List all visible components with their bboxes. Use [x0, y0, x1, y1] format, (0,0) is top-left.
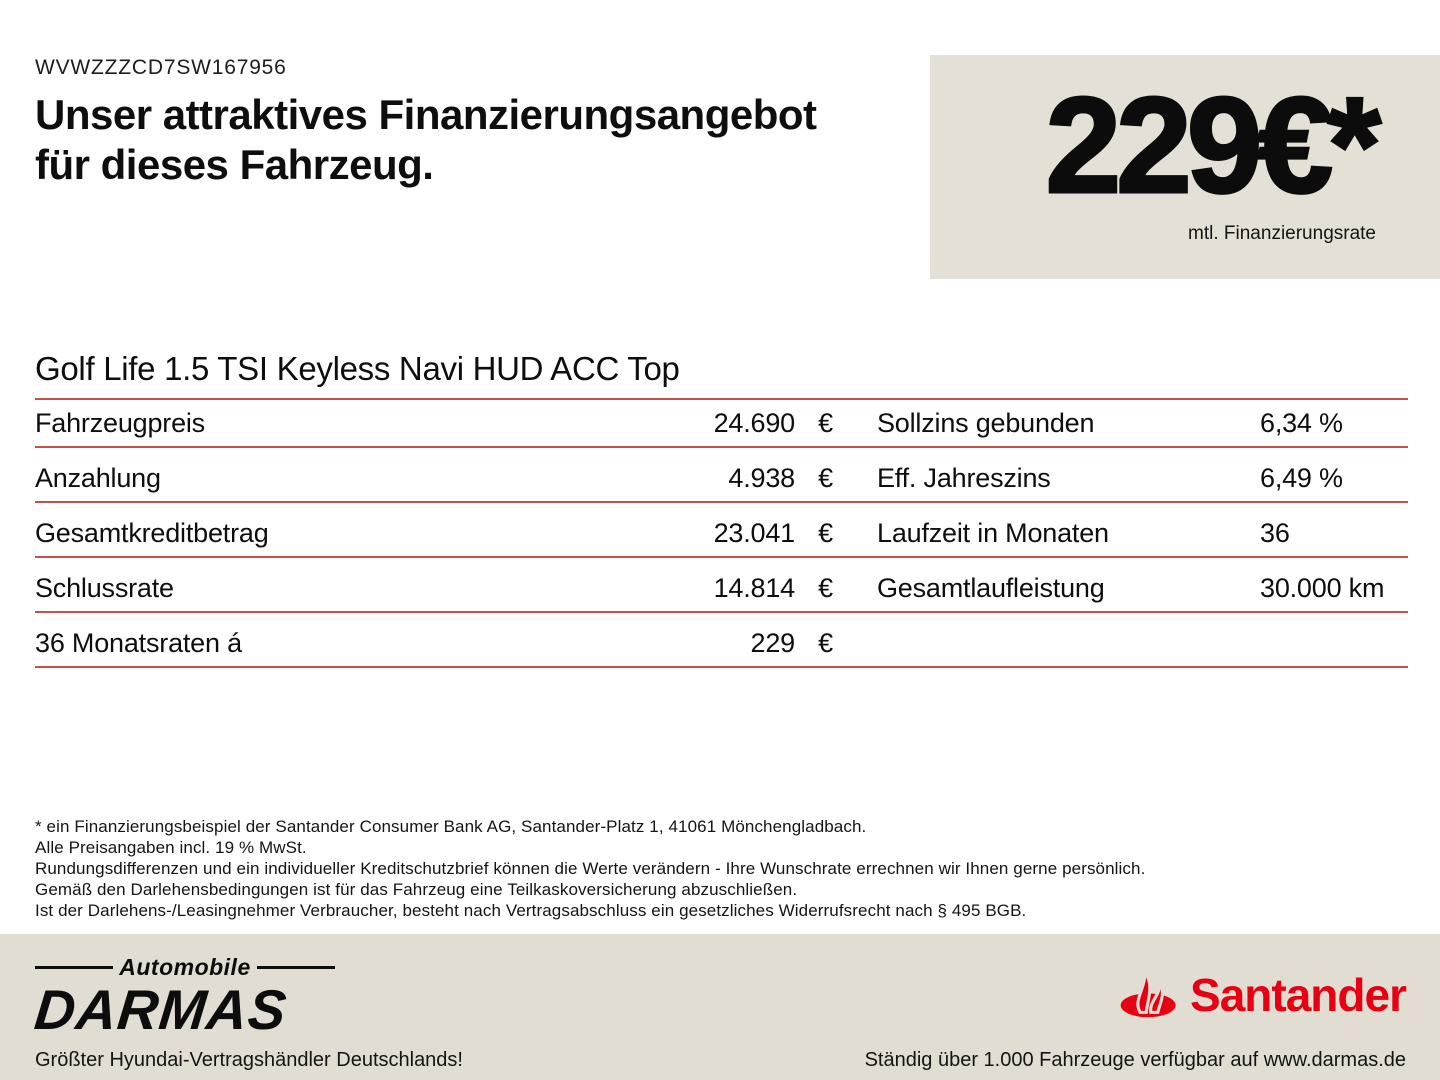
darmas-logo: Automobile DARMAS	[31, 954, 335, 1041]
finance-value: 23.041	[713, 518, 796, 548]
finance-value: 229	[750, 628, 796, 658]
finance-value: 6,34 %	[1260, 408, 1343, 438]
finance-label: Sollzins gebunden	[877, 408, 1095, 438]
finance-value: 14.814	[713, 573, 796, 603]
darmas-wordmark: DARMAS	[31, 978, 291, 1041]
darmas-script-label: Automobile	[119, 954, 251, 980]
santander-logo: Santander	[1118, 966, 1407, 1023]
santander-flame-icon	[1118, 966, 1180, 1023]
finance-label: Fahrzeugpreis	[35, 408, 205, 438]
darmas-rule-left	[35, 966, 114, 969]
page-title: Unser attraktives Finanzierungsangebot f…	[35, 90, 817, 190]
disclaimer-line: Rundungsdifferenzen und ein individuelle…	[35, 859, 1146, 878]
finance-label: Anzahlung	[35, 463, 161, 493]
finance-label: Schlussrate	[35, 573, 174, 603]
monthly-rate-amount: 229€*	[1044, 69, 1382, 221]
monthly-rate-box: 229€* mtl. Finanzierungsrate	[930, 55, 1440, 279]
disclaimer-line: Alle Preisangaben incl. 19 % MwSt.	[35, 838, 307, 857]
finance-table: Fahrzeugpreis 24.690 € Sollzins gebunden…	[35, 393, 1408, 668]
disclaimer-block: * ein Finanzierungsbeispiel der Santande…	[35, 816, 1145, 921]
table-row: Fahrzeugpreis 24.690 € Sollzins gebunden…	[35, 393, 1408, 448]
darmas-rule-right	[256, 966, 335, 969]
euro-sign: €	[818, 628, 833, 658]
dealer-tagline: Größter Hyundai-Vertragshändler Deutschl…	[35, 1049, 463, 1071]
finance-value: 30.000 km	[1260, 573, 1385, 603]
santander-wordmark: Santander	[1190, 968, 1407, 1021]
disclaimer-line: Ist der Darlehens-/Leasingnehmer Verbrau…	[35, 901, 1027, 920]
disclaimer-line: * ein Finanzierungsbeispiel der Santande…	[35, 817, 867, 836]
finance-label: Laufzeit in Monaten	[877, 518, 1109, 548]
finance-label: Gesamtkreditbetrag	[35, 518, 269, 548]
euro-sign: €	[818, 408, 833, 438]
page-title-line2: für dieses Fahrzeug.	[35, 141, 434, 188]
finance-label: 36 Monatsraten á	[35, 628, 242, 658]
monthly-rate-caption: mtl. Finanzierungsrate	[1188, 223, 1376, 244]
darmas-logo-top: Automobile	[35, 954, 335, 981]
vehicle-title: Golf Life 1.5 TSI Keyless Navi HUD ACC T…	[35, 350, 1408, 400]
table-row: 36 Monatsraten á 229 €	[35, 613, 1408, 668]
vin-text: WVWZZZCD7SW167956	[35, 56, 287, 79]
table-row: Anzahlung 4.938 € Eff. Jahreszins 6,49 %	[35, 448, 1408, 503]
finance-value: 4.938	[728, 463, 795, 493]
footer: Automobile DARMAS Santander Größter Hyun…	[0, 934, 1440, 1080]
euro-sign: €	[818, 463, 833, 493]
finance-label: Gesamtlaufleistung	[877, 573, 1105, 603]
page-title-line1: Unser attraktives Finanzierungsangebot	[35, 91, 817, 138]
disclaimer-line: Gemäß den Darlehensbedingungen ist für d…	[35, 880, 798, 899]
finance-value: 6,49 %	[1260, 463, 1343, 493]
finance-label: Eff. Jahreszins	[877, 463, 1051, 493]
table-row: Schlussrate 14.814 € Gesamtlaufleistung …	[35, 558, 1408, 613]
finance-value: 36	[1260, 518, 1290, 548]
euro-sign: €	[818, 573, 833, 603]
availability-tagline: Ständig über 1.000 Fahrzeuge verfügbar a…	[864, 1049, 1406, 1071]
finance-value: 24.690	[713, 408, 796, 438]
euro-sign: €	[818, 518, 833, 548]
table-row: Gesamtkreditbetrag 23.041 € Laufzeit in …	[35, 503, 1408, 558]
